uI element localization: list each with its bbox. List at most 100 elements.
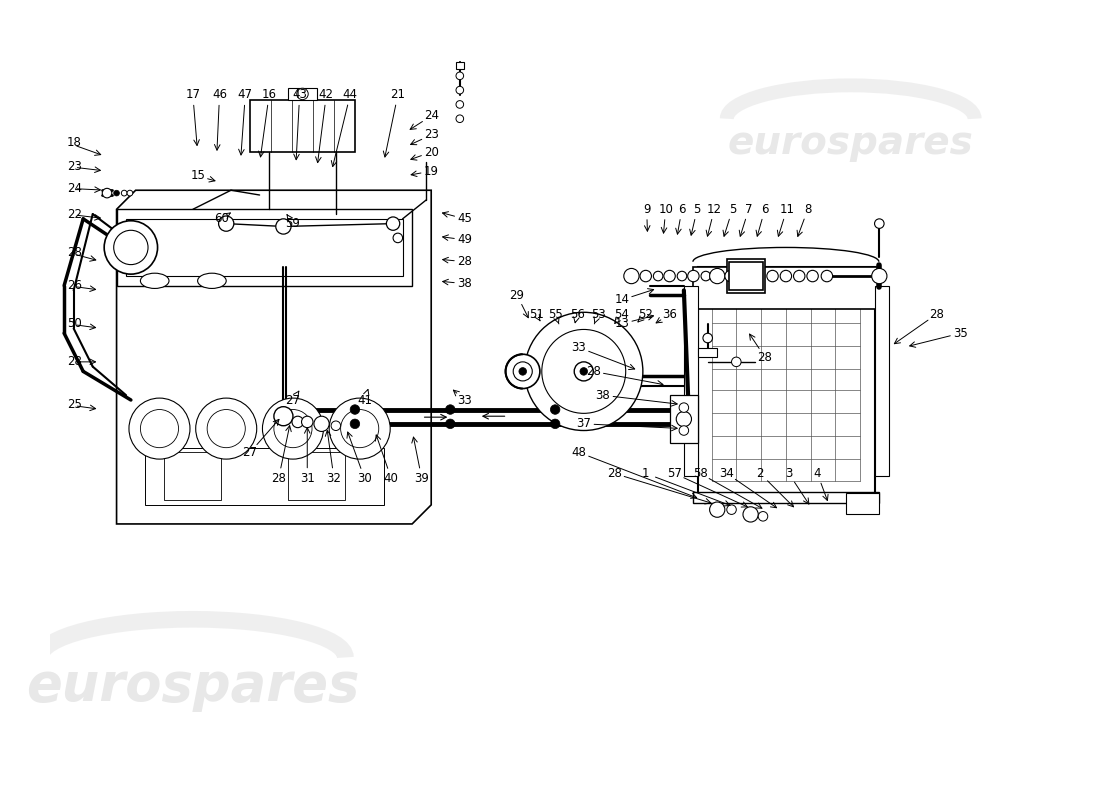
Bar bbox=[728, 262, 763, 290]
Text: 33: 33 bbox=[458, 394, 472, 406]
Text: 11: 11 bbox=[779, 203, 794, 216]
Circle shape bbox=[276, 219, 292, 234]
Text: 35: 35 bbox=[953, 326, 968, 340]
Text: 2: 2 bbox=[757, 467, 763, 480]
Text: 16: 16 bbox=[262, 88, 276, 102]
Circle shape bbox=[574, 362, 593, 381]
Circle shape bbox=[874, 219, 884, 228]
Text: 47: 47 bbox=[238, 88, 253, 102]
Circle shape bbox=[102, 188, 112, 198]
Circle shape bbox=[542, 330, 626, 414]
Text: 34: 34 bbox=[719, 467, 734, 480]
Circle shape bbox=[196, 398, 256, 459]
Circle shape bbox=[550, 419, 560, 429]
Text: 38: 38 bbox=[595, 389, 610, 402]
Text: 51: 51 bbox=[529, 308, 543, 321]
Text: 18: 18 bbox=[67, 136, 81, 149]
Text: 9: 9 bbox=[642, 203, 650, 216]
Circle shape bbox=[679, 403, 689, 412]
Circle shape bbox=[506, 354, 540, 389]
Circle shape bbox=[624, 269, 639, 284]
Text: 7: 7 bbox=[745, 203, 752, 216]
Text: 28: 28 bbox=[607, 467, 621, 480]
Text: 28: 28 bbox=[67, 355, 81, 368]
Text: 24: 24 bbox=[424, 110, 439, 122]
Circle shape bbox=[580, 367, 587, 375]
Circle shape bbox=[331, 421, 341, 430]
Circle shape bbox=[113, 190, 120, 196]
Circle shape bbox=[350, 419, 360, 429]
Circle shape bbox=[822, 270, 833, 282]
Circle shape bbox=[297, 88, 308, 100]
Text: 23: 23 bbox=[424, 129, 439, 142]
Text: 45: 45 bbox=[458, 212, 472, 226]
Circle shape bbox=[519, 367, 527, 375]
Circle shape bbox=[129, 398, 190, 459]
Circle shape bbox=[292, 416, 304, 428]
Circle shape bbox=[341, 410, 378, 448]
Circle shape bbox=[141, 410, 178, 448]
Bar bbox=[684, 286, 699, 476]
Circle shape bbox=[710, 502, 725, 518]
Text: 40: 40 bbox=[384, 472, 398, 485]
Text: 58: 58 bbox=[693, 467, 707, 480]
Circle shape bbox=[767, 270, 779, 282]
Text: 55: 55 bbox=[548, 308, 562, 321]
Text: 22: 22 bbox=[67, 207, 82, 221]
Circle shape bbox=[640, 270, 651, 282]
Text: 42: 42 bbox=[319, 88, 333, 102]
Text: 56: 56 bbox=[570, 308, 584, 321]
Bar bbox=[164, 453, 221, 500]
Text: 5: 5 bbox=[693, 203, 701, 216]
Text: 29: 29 bbox=[509, 289, 525, 302]
Text: 10: 10 bbox=[658, 203, 673, 216]
Text: 12: 12 bbox=[707, 203, 722, 216]
Text: 28: 28 bbox=[272, 472, 286, 485]
Text: 53: 53 bbox=[591, 308, 605, 321]
Circle shape bbox=[514, 362, 532, 381]
Bar bbox=[126, 219, 403, 276]
Circle shape bbox=[732, 357, 741, 366]
Text: eurospares: eurospares bbox=[728, 123, 974, 162]
Circle shape bbox=[725, 270, 736, 282]
Circle shape bbox=[274, 410, 312, 448]
Text: 38: 38 bbox=[458, 277, 472, 290]
Bar bbox=[456, 62, 463, 69]
Circle shape bbox=[314, 416, 329, 431]
Polygon shape bbox=[615, 346, 619, 382]
Text: 46: 46 bbox=[212, 88, 227, 102]
Polygon shape bbox=[558, 335, 595, 341]
Text: 28: 28 bbox=[67, 246, 81, 258]
Text: 41: 41 bbox=[358, 394, 372, 406]
Circle shape bbox=[676, 411, 692, 426]
Bar bbox=[117, 210, 412, 286]
Polygon shape bbox=[117, 190, 431, 524]
Circle shape bbox=[386, 217, 399, 230]
Circle shape bbox=[679, 426, 689, 435]
Text: 8: 8 bbox=[804, 203, 812, 216]
Circle shape bbox=[104, 221, 157, 274]
Text: 17: 17 bbox=[185, 88, 200, 102]
Circle shape bbox=[678, 271, 686, 281]
Text: 24: 24 bbox=[67, 182, 82, 195]
Bar bbox=[693, 491, 879, 503]
Circle shape bbox=[207, 410, 245, 448]
Text: 52: 52 bbox=[638, 308, 653, 321]
Circle shape bbox=[113, 230, 148, 265]
Bar bbox=[670, 395, 698, 443]
Text: 26: 26 bbox=[67, 279, 82, 292]
Text: 60: 60 bbox=[214, 212, 229, 226]
Text: 43: 43 bbox=[293, 88, 307, 102]
Circle shape bbox=[301, 416, 314, 428]
Circle shape bbox=[742, 506, 758, 522]
Text: 15: 15 bbox=[190, 170, 205, 182]
Bar bbox=[693, 266, 879, 310]
Text: 27: 27 bbox=[242, 446, 257, 459]
Circle shape bbox=[793, 270, 805, 282]
Circle shape bbox=[446, 419, 455, 429]
Bar bbox=[288, 453, 345, 500]
Text: 6: 6 bbox=[679, 203, 685, 216]
Circle shape bbox=[525, 312, 642, 430]
Bar bbox=[698, 347, 717, 357]
Text: 23: 23 bbox=[67, 160, 81, 173]
